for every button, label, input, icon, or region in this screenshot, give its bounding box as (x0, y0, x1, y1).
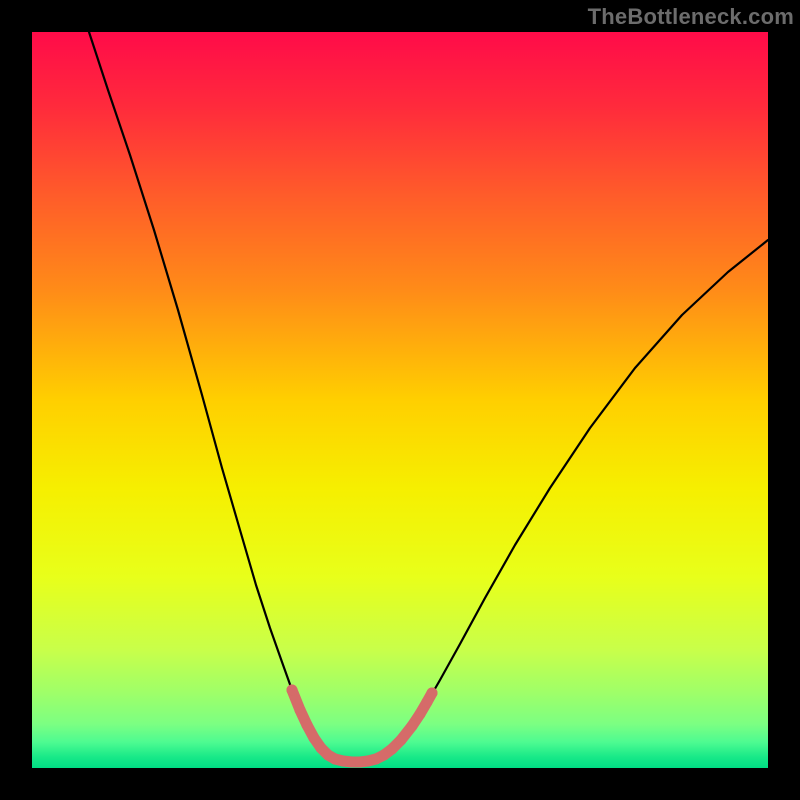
bottleneck-chart (0, 0, 800, 800)
highlight-marker (415, 709, 426, 720)
highlight-marker (427, 688, 438, 699)
highlight-marker (309, 733, 320, 744)
highlight-marker (396, 735, 407, 746)
gradient-background (32, 32, 768, 768)
highlight-marker (387, 744, 398, 755)
chart-stage: TheBottleneck.com (0, 0, 800, 800)
highlight-marker (287, 685, 298, 696)
highlight-marker (407, 721, 418, 732)
highlight-marker (295, 705, 306, 716)
highlight-marker (302, 720, 313, 731)
watermark-text: TheBottleneck.com (588, 4, 794, 30)
